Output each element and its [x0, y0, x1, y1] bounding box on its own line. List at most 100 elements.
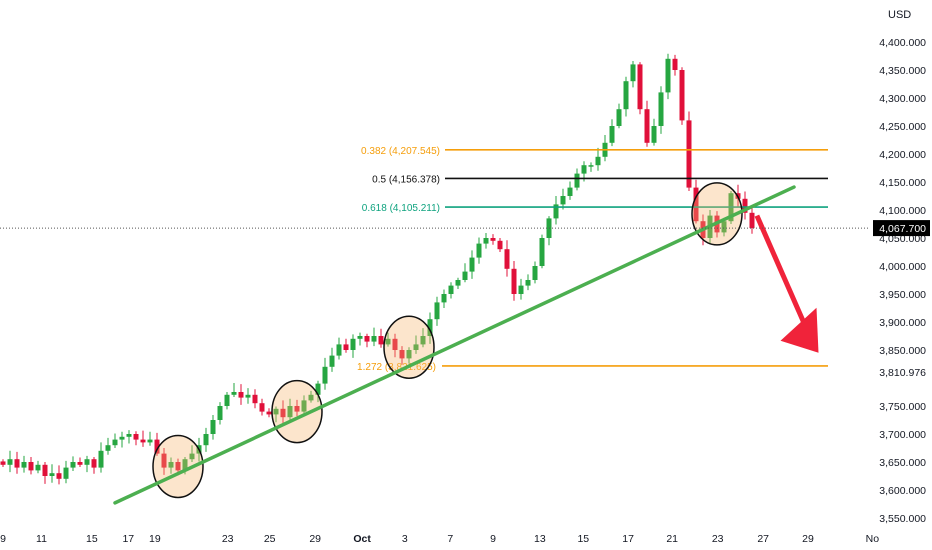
candle — [14, 451, 20, 474]
trendline — [113, 185, 796, 505]
candle — [427, 312, 433, 344]
candle — [301, 395, 307, 415]
candle-body — [679, 70, 685, 121]
candle — [658, 86, 664, 134]
candle-body — [567, 187, 573, 196]
candle — [560, 188, 566, 210]
candle-body — [434, 302, 440, 320]
currency-label: USD — [888, 9, 911, 21]
price-tick-label: 3,950.000 — [879, 289, 926, 301]
candle-body — [175, 462, 181, 471]
candle-body — [133, 434, 139, 440]
candle-body — [504, 249, 510, 269]
candle-body — [581, 165, 587, 174]
candle — [238, 384, 244, 405]
candle — [210, 414, 216, 440]
candle — [112, 433, 118, 448]
candle — [525, 274, 531, 291]
highlight-circle — [383, 315, 435, 379]
candle-body — [378, 336, 384, 345]
time-tick-label: 9 — [0, 533, 6, 545]
time-tick-label: No — [866, 533, 880, 545]
candle-body — [511, 268, 517, 294]
candle-body — [259, 403, 265, 412]
price-tick-label: 3,600.000 — [879, 485, 926, 497]
candle — [546, 216, 552, 246]
candle-body — [189, 453, 195, 460]
candle — [448, 282, 454, 299]
candle — [98, 442, 104, 473]
candle — [651, 118, 657, 146]
candle — [119, 431, 125, 448]
highlight-circle — [152, 434, 204, 499]
candle-body — [441, 294, 447, 303]
time-tick-label: 9 — [490, 533, 496, 545]
time-tick-label: 23 — [712, 533, 724, 545]
candle-body — [469, 257, 475, 272]
candle-body — [588, 165, 594, 167]
candle — [224, 392, 230, 410]
candle-body — [147, 439, 153, 443]
candle-body — [21, 462, 27, 468]
candle — [161, 448, 167, 475]
candle — [49, 464, 55, 483]
candle-body — [406, 350, 412, 359]
price-tick-label: 3,750.000 — [879, 401, 926, 413]
candle — [602, 134, 608, 162]
candle — [266, 408, 272, 418]
time-tick-label: 19 — [149, 533, 161, 545]
candle — [630, 61, 636, 88]
price-tick-label: 4,100.000 — [879, 205, 926, 217]
candle — [476, 237, 482, 264]
candle-body — [616, 109, 622, 126]
candle — [644, 100, 650, 147]
candle-body — [609, 126, 615, 143]
time-tick-label: 29 — [802, 533, 814, 545]
candle — [350, 334, 356, 358]
candle — [147, 431, 153, 446]
candle — [637, 62, 643, 115]
candle-body — [0, 461, 6, 465]
candle — [231, 383, 237, 398]
price-tick-label: 3,850.000 — [879, 345, 926, 357]
price-axis[interactable]: USD 4,400.000 4,350.000 4,300.000 4,250.000… — [871, 9, 932, 525]
candle-body — [182, 459, 188, 471]
candles — [0, 53, 755, 485]
time-tick-label: 17 — [622, 533, 634, 545]
candle-body — [630, 64, 636, 82]
arrow-head-icon — [780, 307, 819, 353]
fib-level-label: 1.272 (3,821.625) — [357, 362, 436, 373]
candle — [504, 240, 510, 277]
candle-body — [77, 462, 83, 465]
candle — [679, 67, 685, 125]
candle-body — [105, 445, 111, 451]
time-tick-label: 25 — [264, 533, 276, 545]
time-tick-label: Oct — [353, 533, 371, 545]
fib-level-label: 0.382 (4,207.545) — [361, 146, 440, 157]
candle — [455, 277, 461, 289]
current-price-badge — [873, 220, 930, 237]
candle-body — [224, 394, 230, 406]
candle — [567, 181, 573, 200]
time-axis[interactable]: 9 11 15 17 19 23 25 29 Oct 3 7 9 13 15 17 21 23 27 29 No — [0, 533, 879, 545]
candle-body — [217, 406, 223, 420]
candle-body — [63, 467, 69, 479]
candle-body — [154, 439, 160, 454]
candle-body — [308, 394, 314, 401]
candle-body — [623, 81, 629, 110]
candle — [497, 238, 503, 252]
candle — [511, 260, 517, 301]
candle-body — [42, 464, 48, 476]
time-tick-label: 15 — [577, 533, 589, 545]
candle-body — [91, 459, 97, 468]
candle — [406, 347, 412, 364]
candle — [259, 398, 265, 416]
candle-body — [525, 280, 531, 286]
candle-body — [532, 266, 538, 280]
candle — [35, 460, 41, 474]
price-tick-label: 4,200.000 — [879, 149, 926, 161]
candle — [357, 332, 363, 346]
candle-body — [301, 400, 307, 412]
price-tick-label: 3,900.000 — [879, 317, 926, 329]
